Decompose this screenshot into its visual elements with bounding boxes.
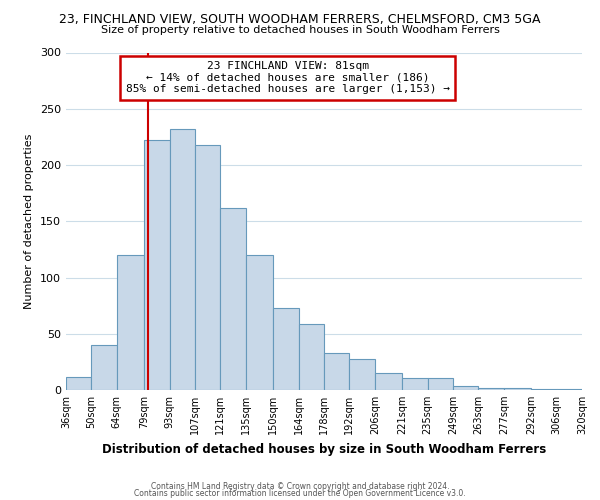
Bar — [273, 308, 299, 390]
Bar — [504, 388, 531, 390]
Bar — [324, 353, 349, 390]
Text: Size of property relative to detached houses in South Woodham Ferrers: Size of property relative to detached ho… — [101, 25, 499, 35]
Bar — [91, 345, 117, 390]
Text: 23 FINCHLAND VIEW: 81sqm
← 14% of detached houses are smaller (186)
85% of semi-: 23 FINCHLAND VIEW: 81sqm ← 14% of detach… — [126, 61, 450, 94]
Text: Contains public sector information licensed under the Open Government Licence v3: Contains public sector information licen… — [134, 490, 466, 498]
Bar — [478, 388, 504, 390]
Bar — [246, 255, 273, 390]
Bar — [195, 145, 220, 390]
Bar — [453, 386, 478, 390]
Text: 23, FINCHLAND VIEW, SOUTH WOODHAM FERRERS, CHELMSFORD, CM3 5GA: 23, FINCHLAND VIEW, SOUTH WOODHAM FERRER… — [59, 12, 541, 26]
Bar — [531, 389, 557, 390]
Bar — [117, 255, 144, 390]
X-axis label: Distribution of detached houses by size in South Woodham Ferrers: Distribution of detached houses by size … — [102, 442, 546, 456]
Bar — [375, 373, 402, 390]
Bar — [66, 376, 91, 390]
Bar — [349, 358, 375, 390]
Bar — [428, 378, 453, 390]
Y-axis label: Number of detached properties: Number of detached properties — [25, 134, 34, 309]
Bar — [170, 129, 195, 390]
Bar — [144, 140, 170, 390]
Bar — [402, 378, 428, 390]
Bar — [299, 324, 324, 390]
Bar — [220, 208, 246, 390]
Text: Contains HM Land Registry data © Crown copyright and database right 2024.: Contains HM Land Registry data © Crown c… — [151, 482, 449, 491]
Bar — [557, 389, 582, 390]
